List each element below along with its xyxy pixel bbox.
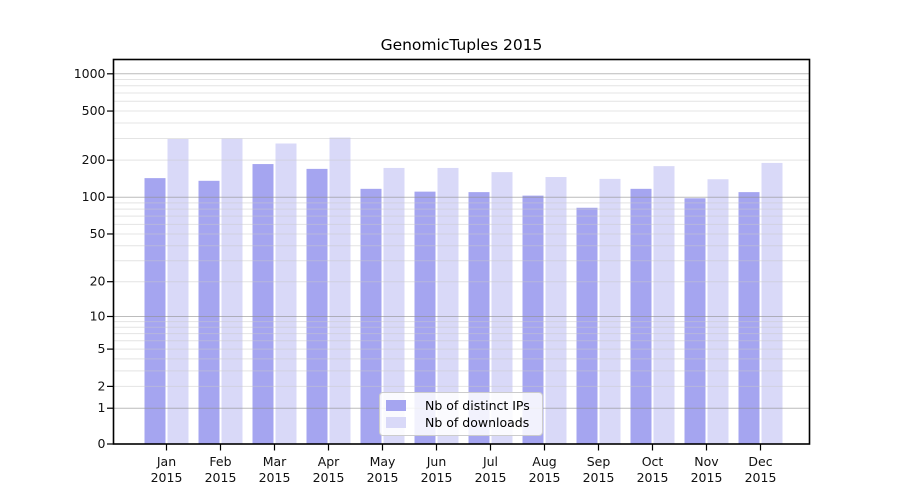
bar-distinct-ips-jan bbox=[144, 178, 166, 444]
bar-downloads-mar bbox=[275, 143, 297, 444]
bar-downloads-oct bbox=[653, 166, 675, 444]
y-tick-label: 200 bbox=[82, 152, 106, 167]
legend-item-downloads: Nb of downloads bbox=[386, 414, 534, 431]
x-tick-label-year: 2015 bbox=[367, 470, 399, 485]
x-tick-label-year: 2015 bbox=[205, 470, 237, 485]
x-tick-label-year: 2015 bbox=[475, 470, 507, 485]
legend-swatch-distinct-ips bbox=[386, 400, 406, 411]
x-tick-label-month: Jan bbox=[156, 454, 176, 469]
y-tick-label: 10 bbox=[90, 308, 106, 323]
bar-distinct-ips-aug bbox=[522, 195, 544, 444]
bar-distinct-ips-feb bbox=[198, 180, 220, 444]
bar-downloads-may bbox=[383, 167, 405, 444]
x-tick-label-year: 2015 bbox=[745, 470, 777, 485]
bar-downloads-sep bbox=[599, 178, 621, 444]
bar-distinct-ips-sep bbox=[576, 207, 598, 444]
legend-item-distinct-ips: Nb of distinct IPs bbox=[386, 397, 534, 414]
y-tick-label: 5 bbox=[98, 341, 106, 356]
y-tick-label: 1 bbox=[98, 400, 106, 415]
bar-downloads-apr bbox=[329, 137, 351, 444]
x-tick-label-month: Oct bbox=[642, 454, 664, 469]
bar-downloads-nov bbox=[707, 179, 729, 444]
bar-distinct-ips-jul bbox=[468, 192, 490, 444]
x-tick-label-month: Jun bbox=[426, 454, 447, 469]
x-tick-label-year: 2015 bbox=[313, 470, 345, 485]
legend-swatch-downloads bbox=[386, 417, 406, 428]
y-tick-label: 100 bbox=[82, 189, 106, 204]
x-tick-label-year: 2015 bbox=[151, 470, 183, 485]
x-tick-label-month: Jul bbox=[482, 454, 498, 469]
x-tick-label-month: Aug bbox=[532, 454, 556, 469]
plot-border bbox=[112, 58, 811, 445]
x-tick-label-year: 2015 bbox=[691, 470, 723, 485]
bar-downloads-jan bbox=[167, 138, 189, 444]
bar-distinct-ips-mar bbox=[252, 164, 274, 444]
bar-distinct-ips-apr bbox=[306, 168, 328, 444]
bar-downloads-jul bbox=[491, 172, 513, 444]
x-tick-label-year: 2015 bbox=[529, 470, 561, 485]
bar-downloads-feb bbox=[221, 138, 243, 444]
x-tick-label-month: Feb bbox=[209, 454, 231, 469]
x-tick-label-year: 2015 bbox=[583, 470, 615, 485]
x-tick-label-month: Nov bbox=[694, 454, 719, 469]
y-tick-label: 50 bbox=[90, 226, 106, 241]
x-tick-label-month: Dec bbox=[748, 454, 772, 469]
x-tick-label-month: Sep bbox=[587, 454, 611, 469]
bar-distinct-ips-dec bbox=[738, 192, 760, 444]
bar-downloads-aug bbox=[545, 177, 567, 444]
x-tick-label-month: May bbox=[370, 454, 396, 469]
legend: Nb of distinct IPs Nb of downloads bbox=[379, 392, 543, 436]
y-tick-label: 1000 bbox=[74, 66, 106, 81]
x-tick-label-month: Apr bbox=[318, 454, 340, 469]
y-tick-label: 2 bbox=[98, 378, 106, 393]
x-tick-label-month: Mar bbox=[263, 454, 287, 469]
x-tick-label-year: 2015 bbox=[259, 470, 291, 485]
legend-label-distinct-ips: Nb of distinct IPs bbox=[425, 398, 530, 413]
bar-distinct-ips-jun bbox=[414, 191, 436, 444]
y-tick-label: 500 bbox=[82, 103, 106, 118]
bar-downloads-dec bbox=[761, 162, 783, 444]
x-tick-label-year: 2015 bbox=[421, 470, 453, 485]
y-tick-label: 0 bbox=[98, 436, 106, 451]
x-tick-label-year: 2015 bbox=[637, 470, 669, 485]
y-tick-label: 20 bbox=[90, 274, 106, 289]
legend-label-downloads: Nb of downloads bbox=[425, 415, 530, 430]
chart-title: GenomicTuples 2015 bbox=[380, 36, 543, 54]
bar-downloads-jun bbox=[437, 167, 459, 444]
bar-distinct-ips-nov bbox=[684, 198, 706, 444]
